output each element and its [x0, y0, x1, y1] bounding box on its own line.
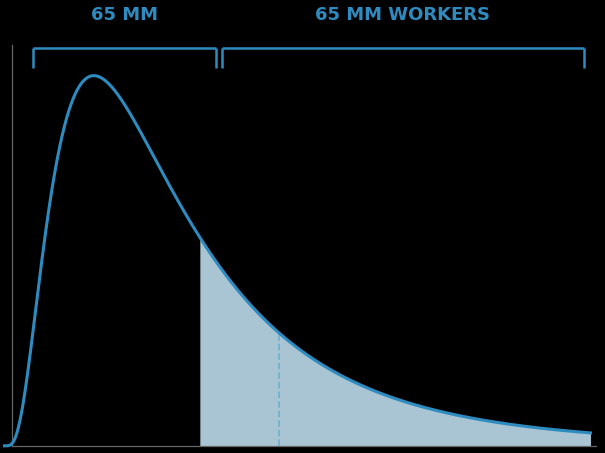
Text: 65 MM: 65 MM — [91, 5, 158, 24]
Text: 65 MM WORKERS: 65 MM WORKERS — [315, 5, 491, 24]
